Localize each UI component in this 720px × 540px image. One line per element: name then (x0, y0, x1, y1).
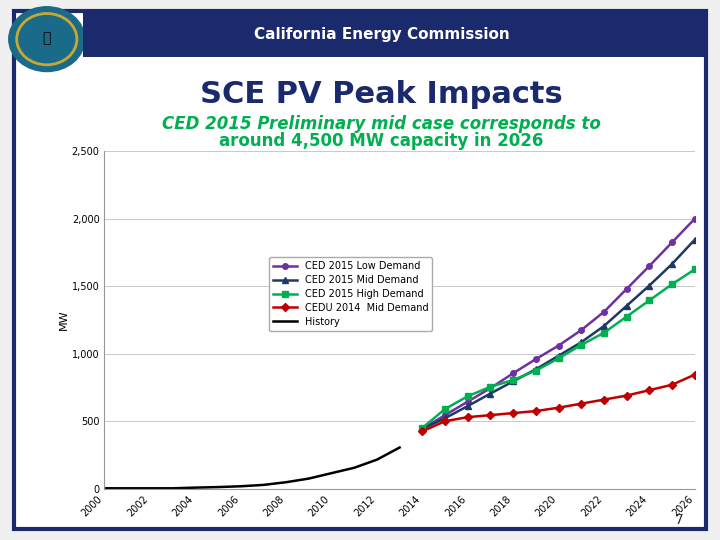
Text: California Energy Commission: California Energy Commission (253, 27, 510, 42)
Y-axis label: MW: MW (59, 309, 69, 330)
Circle shape (9, 6, 85, 71)
Legend: CED 2015 Low Demand, CED 2015 Mid Demand, CED 2015 High Demand, CEDU 2014  Mid D: CED 2015 Low Demand, CED 2015 Mid Demand… (269, 258, 432, 330)
Text: SCE PV Peak Impacts: SCE PV Peak Impacts (200, 80, 563, 109)
Text: 🐻: 🐻 (42, 31, 51, 45)
Text: 7: 7 (675, 512, 684, 526)
Text: CED 2015 Preliminary mid case corresponds to: CED 2015 Preliminary mid case correspond… (162, 115, 601, 133)
Text: around 4,500 MW capacity in 2026: around 4,500 MW capacity in 2026 (220, 132, 544, 151)
